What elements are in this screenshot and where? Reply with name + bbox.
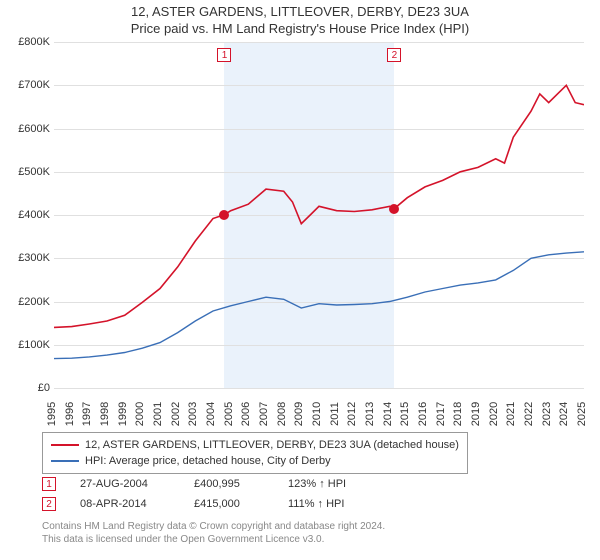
x-axis-label: 2019 — [470, 402, 486, 426]
sale-dot — [389, 204, 399, 214]
y-axis-label: £100K — [10, 339, 50, 351]
annotation-date: 27-AUG-2004 — [80, 474, 170, 494]
x-axis-label: 2018 — [452, 402, 468, 426]
y-axis-label: £700K — [10, 79, 50, 91]
page: 12, ASTER GARDENS, LITTLEOVER, DERBY, DE… — [0, 0, 600, 560]
x-axis-label: 2012 — [346, 402, 362, 426]
legend-row: HPI: Average price, detached house, City… — [51, 453, 459, 469]
x-axis-label: 2003 — [187, 402, 203, 426]
y-axis-label: £500K — [10, 166, 50, 178]
attribution-line-2: This data is licensed under the Open Gov… — [42, 533, 385, 546]
sale-marker: 2 — [387, 48, 401, 62]
annotation-price: £400,995 — [194, 474, 264, 494]
x-axis-label: 2000 — [134, 402, 150, 426]
plot-area: 12 — [54, 42, 584, 388]
x-axis-label: 2017 — [435, 402, 451, 426]
x-axis-label: 2005 — [223, 402, 239, 426]
y-axis-label: £600K — [10, 123, 50, 135]
y-axis-label: £800K — [10, 36, 50, 48]
x-axis-label: 2011 — [329, 402, 345, 426]
series-svg — [54, 42, 584, 388]
x-axis-label: 2001 — [152, 402, 168, 426]
x-axis-label: 1997 — [81, 402, 97, 426]
y-axis-label: £200K — [10, 296, 50, 308]
sale-annotations: 1 27-AUG-2004 £400,995 123% ↑ HPI 2 08-APR-20… — [42, 474, 378, 514]
x-axis-label: 1998 — [99, 402, 115, 426]
x-axis-label: 1996 — [64, 402, 80, 426]
page-title: 12, ASTER GARDENS, LITTLEOVER, DERBY, DE… — [0, 4, 600, 19]
x-axis-label: 2009 — [293, 402, 309, 426]
x-axis-label: 2016 — [417, 402, 433, 426]
legend-swatch — [51, 444, 79, 446]
annotation-pct: 111% ↑ HPI — [288, 494, 378, 514]
x-axis-label: 2014 — [382, 402, 398, 426]
annotation-marker: 2 — [42, 497, 56, 511]
sale-marker: 1 — [217, 48, 231, 62]
annotation-row: 2 08-APR-2014 £415,000 111% ↑ HPI — [42, 494, 378, 514]
x-axis-label: 2023 — [541, 402, 557, 426]
legend-swatch — [51, 460, 79, 462]
annotation-price: £415,000 — [194, 494, 264, 514]
x-axis-label: 2010 — [311, 402, 327, 426]
annotation-row: 1 27-AUG-2004 £400,995 123% ↑ HPI — [42, 474, 378, 494]
page-subtitle: Price paid vs. HM Land Registry's House … — [0, 21, 600, 36]
x-axis-label: 2021 — [505, 402, 521, 426]
chart: 12 £0£100K£200K£300K£400K£500K£600K£700K… — [10, 42, 590, 420]
x-axis-label: 2002 — [170, 402, 186, 426]
sale-dot — [219, 210, 229, 220]
title-block: 12, ASTER GARDENS, LITTLEOVER, DERBY, DE… — [0, 0, 600, 36]
x-axis-label: 1995 — [46, 402, 62, 426]
series-subject — [54, 85, 584, 327]
x-axis-label: 2007 — [258, 402, 274, 426]
legend-row: 12, ASTER GARDENS, LITTLEOVER, DERBY, DE… — [51, 437, 459, 453]
x-axis-label: 2024 — [558, 402, 574, 426]
x-axis-label: 2006 — [240, 402, 256, 426]
y-axis-label: £400K — [10, 209, 50, 221]
x-axis-label: 1999 — [117, 402, 133, 426]
x-axis-label: 2022 — [523, 402, 539, 426]
legend: 12, ASTER GARDENS, LITTLEOVER, DERBY, DE… — [42, 432, 468, 474]
legend-label: 12, ASTER GARDENS, LITTLEOVER, DERBY, DE… — [85, 437, 459, 453]
annotation-marker: 1 — [42, 477, 56, 491]
x-axis-label: 2025 — [576, 402, 592, 426]
series-hpi — [54, 252, 584, 359]
y-axis-label: £0 — [10, 382, 50, 394]
x-axis-label: 2020 — [488, 402, 504, 426]
legend-label: HPI: Average price, detached house, City… — [85, 453, 331, 469]
x-axis-label: 2013 — [364, 402, 380, 426]
y-axis-label: £300K — [10, 252, 50, 264]
attribution: Contains HM Land Registry data © Crown c… — [42, 520, 385, 546]
annotation-pct: 123% ↑ HPI — [288, 474, 378, 494]
gridline — [54, 388, 584, 389]
x-axis-label: 2015 — [399, 402, 415, 426]
attribution-line-1: Contains HM Land Registry data © Crown c… — [42, 520, 385, 533]
x-axis-label: 2008 — [276, 402, 292, 426]
annotation-date: 08-APR-2014 — [80, 494, 170, 514]
x-axis-label: 2004 — [205, 402, 221, 426]
